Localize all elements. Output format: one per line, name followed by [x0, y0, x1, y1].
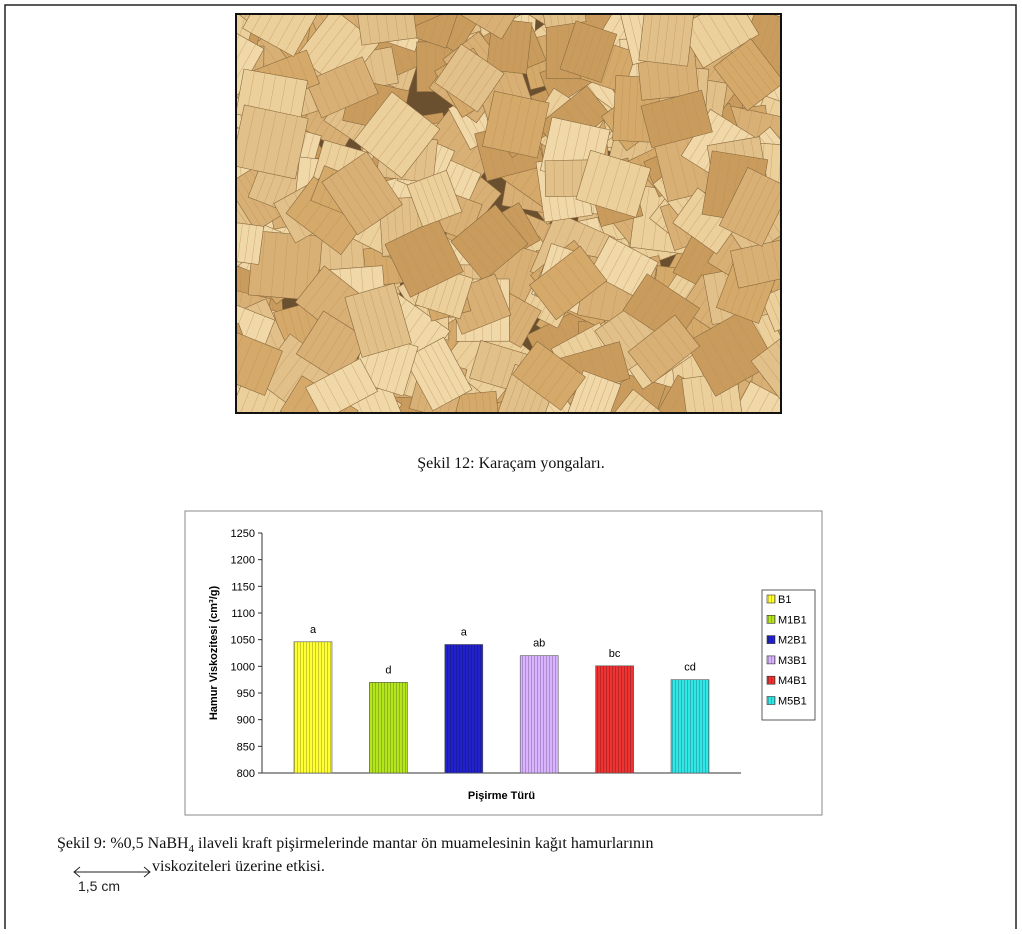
y-tick-label: 900	[237, 715, 255, 727]
y-tick-label: 1050	[231, 635, 255, 647]
scale-label: 1,5 cm	[78, 878, 120, 894]
legend-swatch	[767, 697, 775, 705]
bar-annotation: a	[461, 626, 468, 638]
legend-swatch	[767, 595, 775, 603]
legend-swatch	[767, 656, 775, 664]
bar	[671, 680, 709, 773]
legend-label: M1B1	[778, 614, 807, 626]
caption-text: ilaveli kraft pişirmelerinde mantar ön m…	[194, 835, 653, 852]
y-axis-label: Hamur Viskozitesi (cm³/g)	[208, 586, 220, 721]
bar	[369, 682, 407, 773]
y-tick-label: 1100	[231, 608, 255, 620]
bar-annotation: bc	[609, 648, 621, 660]
legend-label: M2B1	[778, 635, 807, 647]
y-tick-label: 950	[237, 688, 255, 700]
bar-annotation: d	[385, 664, 391, 676]
y-tick-label: 1150	[231, 581, 255, 593]
bar-annotation: ab	[533, 638, 545, 650]
y-tick-label: 1000	[231, 661, 255, 673]
caption-text: viskoziteleri üzerine etkisi.	[152, 858, 325, 875]
y-tick-label: 850	[237, 741, 255, 753]
legend-label: M5B1	[778, 696, 807, 708]
legend-label: B1	[778, 594, 791, 606]
legend-label: M3B1	[778, 655, 807, 667]
chart-frame	[185, 511, 822, 815]
bar-annotation: a	[310, 624, 317, 636]
bar	[596, 666, 634, 773]
photo	[176, 0, 835, 461]
page: Şekil 12: Karaçam yongaları. 800 850 900 95…	[0, 0, 1022, 929]
x-axis-label: Pişirme Türü	[468, 790, 535, 802]
bar	[445, 644, 483, 773]
legend-swatch	[767, 676, 775, 684]
legend-swatch	[767, 615, 775, 623]
bar	[294, 642, 332, 773]
legend-swatch	[767, 636, 775, 644]
wood-chip	[482, 91, 549, 158]
bar	[520, 656, 558, 773]
figure-caption: Şekil 12: Karaçam yongaları.	[417, 455, 605, 472]
bar-annotation: cd	[684, 662, 696, 674]
y-tick-label: 1250	[231, 528, 255, 540]
caption-text: Şekil 9: %0,5 NaBH	[57, 835, 189, 852]
wood-chip	[231, 105, 308, 179]
y-tick-label: 800	[237, 768, 255, 780]
y-tick-label: 1200	[231, 555, 255, 567]
legend-label: M4B1	[778, 675, 807, 687]
